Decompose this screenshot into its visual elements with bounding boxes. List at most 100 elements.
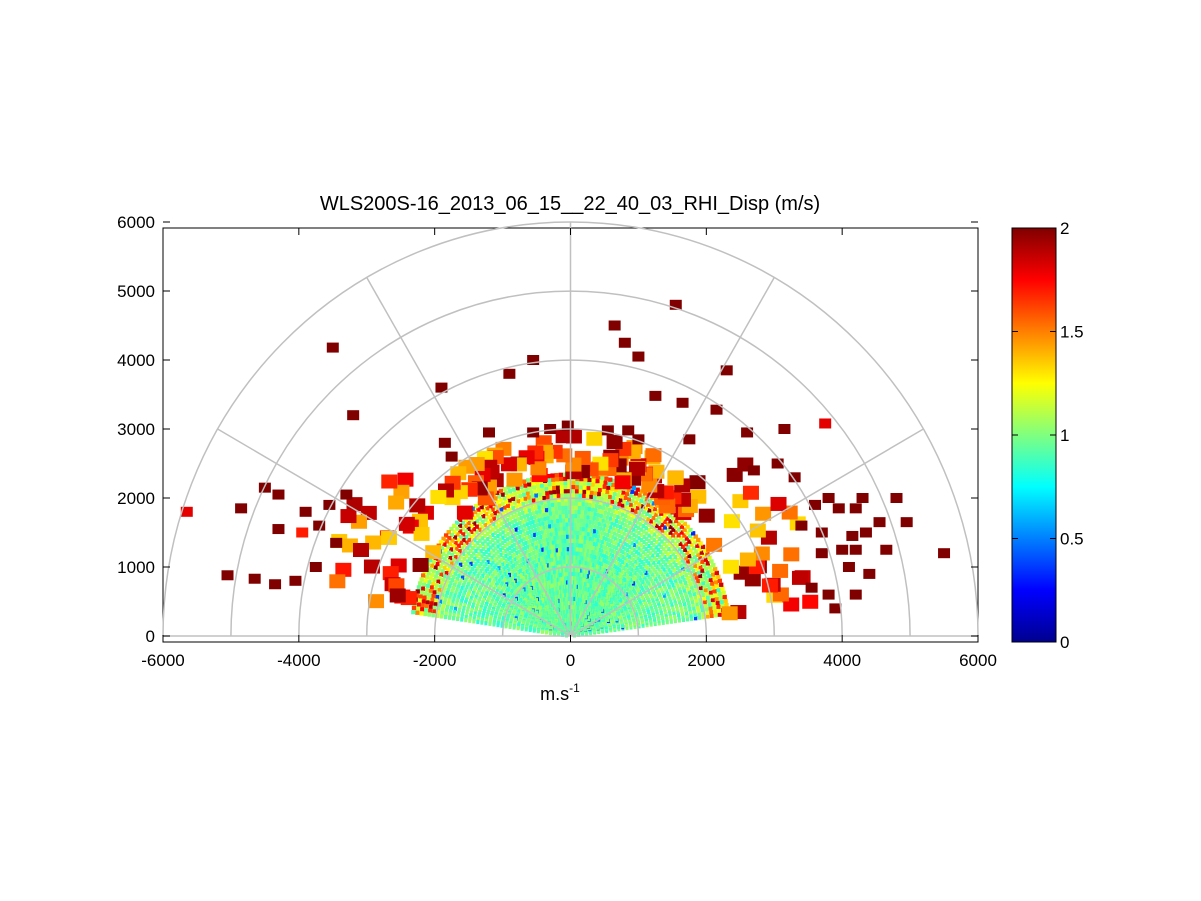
data-cell: [543, 555, 547, 560]
data-cell: [464, 554, 469, 559]
data-cell: [416, 585, 422, 590]
data-cell: [587, 553, 591, 558]
data-cell: [532, 546, 536, 551]
data-cell: [521, 556, 525, 561]
data-cell: [595, 499, 600, 505]
data-cell: [530, 570, 534, 575]
data-cell: [479, 585, 483, 590]
data-cell: [657, 520, 662, 525]
data-cell: [648, 498, 653, 504]
data-cell: [676, 584, 680, 589]
data-cell: [698, 556, 703, 561]
data-cell: [473, 556, 477, 561]
data-cell: [513, 532, 517, 537]
data-cell: [428, 576, 433, 581]
data-cell: [585, 540, 589, 545]
data-cell: [709, 613, 714, 619]
data-cell: [479, 575, 483, 581]
data-cell: [475, 540, 480, 546]
data-cell: [425, 600, 430, 605]
data-cell: [621, 526, 625, 531]
data-cell: [427, 612, 432, 617]
data-cell: [602, 527, 606, 532]
data-cell: [477, 564, 481, 569]
data-cell: [507, 572, 511, 578]
data-cell: [601, 425, 614, 436]
data-cell: [508, 540, 512, 545]
data-cell: [463, 523, 468, 528]
data-cell: [528, 521, 532, 526]
data-cell: [585, 498, 589, 503]
data-cell: [685, 583, 689, 589]
data-cell: [680, 582, 684, 587]
data-cell: [653, 576, 657, 582]
data-cell: [570, 509, 575, 514]
data-cell: [549, 532, 553, 537]
y-tick-label: 4000: [117, 351, 155, 370]
data-cell: [492, 571, 496, 577]
data-cell: [559, 485, 564, 490]
data-cell: [655, 509, 661, 514]
data-cell: [515, 571, 519, 576]
data-cell: [646, 549, 650, 554]
data-cell: [584, 506, 588, 511]
data-cell: [529, 561, 533, 566]
data-cell: [531, 565, 535, 570]
data-cell: [544, 507, 549, 513]
data-cell: [644, 531, 649, 536]
data-cell: [546, 499, 551, 504]
data-cell: [494, 546, 498, 551]
data-cell: [419, 577, 424, 582]
data-cell: [657, 567, 661, 572]
data-cell: [506, 512, 511, 517]
data-cell: [617, 528, 621, 534]
data-cell: [481, 546, 485, 552]
data-cell: [628, 544, 632, 549]
data-cell: [462, 543, 467, 548]
data-cell: [464, 615, 468, 620]
data-cell: [565, 567, 569, 573]
data-cell: [516, 565, 520, 570]
data-cell: [593, 508, 598, 513]
data-cell: [595, 555, 599, 560]
data-cell: [529, 551, 533, 557]
data-cell: [519, 553, 523, 558]
data-cell: [682, 521, 687, 527]
data-cell: [517, 554, 521, 559]
data-cell: [594, 504, 599, 509]
data-cell: [672, 610, 676, 615]
data-cell: [521, 528, 525, 533]
data-cell: [660, 599, 664, 605]
data-cell: [635, 544, 639, 549]
data-cell: [485, 616, 489, 621]
data-cell: [578, 493, 583, 498]
data-cell: [543, 572, 547, 578]
data-cell: [466, 551, 471, 556]
data-cell: [480, 536, 485, 541]
data-cell: [589, 494, 593, 499]
data-cell: [623, 504, 628, 510]
data-cell: [505, 569, 509, 575]
data-cell: [617, 501, 621, 507]
data-cell: [554, 565, 558, 570]
data-cell: [696, 561, 701, 566]
data-cell: [613, 574, 617, 579]
data-cell: [606, 524, 610, 529]
data-cell: [541, 534, 545, 539]
data-cell: [446, 559, 451, 564]
data-cell: [658, 555, 662, 560]
data-cell: [590, 558, 594, 563]
data-cell: [626, 497, 631, 502]
data-cell: [432, 609, 436, 614]
data-cell: [577, 547, 581, 552]
data-cell: [694, 549, 699, 554]
data-cell: [570, 517, 575, 523]
data-cell: [555, 535, 559, 540]
data-cell: [675, 606, 679, 612]
data-cell: [518, 493, 523, 499]
data-cell: [596, 491, 601, 497]
data-cell: [642, 568, 646, 573]
data-cell: [669, 599, 673, 605]
data-cell: [483, 578, 487, 583]
data-cell: [437, 603, 442, 608]
